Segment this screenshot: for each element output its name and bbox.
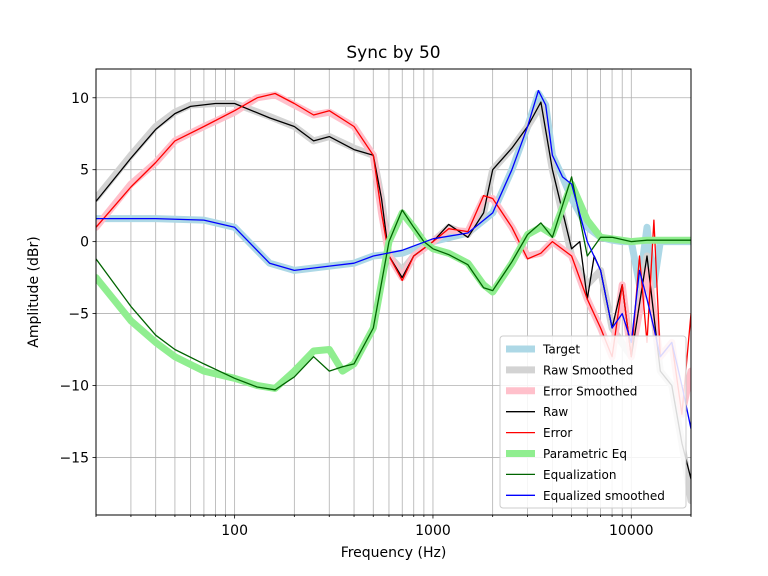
y-tick-label: 0 (80, 235, 89, 251)
y-tick-label: 10 (71, 91, 89, 107)
ticks: 10 5 0 −5 −10 −15 100 1000 10000 (59, 91, 692, 539)
legend-label-error: Error (543, 426, 572, 440)
x-tick-label: 10000 (609, 523, 654, 539)
series-line-equalization (96, 176, 691, 391)
legend-label-error-smoothed: Error Smoothed (543, 384, 637, 398)
series-layer (96, 89, 691, 505)
x-tick-label: 100 (221, 523, 248, 539)
y-tick-label: 5 (80, 163, 89, 179)
y-tick-label: −5 (68, 307, 89, 323)
legend-label-equalized-smoothed: Equalized smoothed (543, 489, 665, 503)
chart-title: Sync by 50 (346, 43, 440, 63)
legend-label-raw: Raw (543, 405, 568, 419)
legend: Target Raw Smoothed Error Smoothed Raw Error… (499, 335, 687, 509)
y-tick-label: −10 (59, 379, 89, 395)
y-tick-label: −15 (59, 450, 89, 466)
legend-label-raw-smoothed: Raw Smoothed (543, 363, 633, 377)
y-axis-label: Amplitude (dBr) (26, 236, 42, 347)
x-axis-label: Frequency (Hz) (341, 545, 447, 561)
legend-label-parametric-eq: Parametric Eq (543, 447, 627, 461)
plot-frame (95, 68, 692, 516)
series-line-equalized-smoothed (96, 89, 691, 430)
legend-label-equalization: Equalization (543, 468, 616, 482)
legend-box (499, 335, 687, 509)
legend-label-target: Target (542, 343, 580, 357)
x-tick-label: 1000 (415, 523, 451, 539)
series-line-raw (96, 101, 691, 480)
